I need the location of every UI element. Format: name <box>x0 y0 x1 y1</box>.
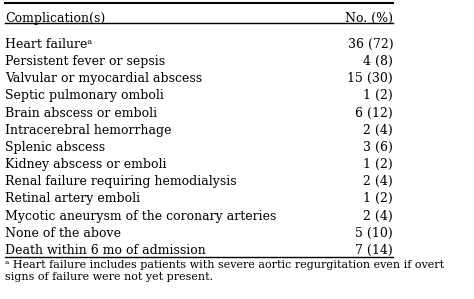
Text: 2 (4): 2 (4) <box>364 210 393 223</box>
Text: 1 (2): 1 (2) <box>364 193 393 205</box>
Text: No. (%): No. (%) <box>345 12 393 25</box>
Text: Brain abscess or emboli: Brain abscess or emboli <box>5 106 157 120</box>
Text: Valvular or myocardial abscess: Valvular or myocardial abscess <box>5 72 202 85</box>
Text: Heart failureᵃ: Heart failureᵃ <box>5 38 92 51</box>
Text: None of the above: None of the above <box>5 227 121 240</box>
Text: Death within 6 mo of admission: Death within 6 mo of admission <box>5 244 206 257</box>
Text: Kidney abscess or emboli: Kidney abscess or emboli <box>5 158 167 171</box>
Text: Splenic abscess: Splenic abscess <box>5 141 106 154</box>
Text: 4 (8): 4 (8) <box>364 55 393 68</box>
Text: 5 (10): 5 (10) <box>356 227 393 240</box>
Text: 6 (12): 6 (12) <box>356 106 393 120</box>
Text: 1 (2): 1 (2) <box>364 89 393 102</box>
Text: Intracerebral hemorrhage: Intracerebral hemorrhage <box>5 124 172 137</box>
Text: Septic pulmonary omboli: Septic pulmonary omboli <box>5 89 164 102</box>
Text: Mycotic aneurysm of the coronary arteries: Mycotic aneurysm of the coronary arterie… <box>5 210 277 223</box>
Text: 7 (14): 7 (14) <box>356 244 393 257</box>
Text: 36 (72): 36 (72) <box>347 38 393 51</box>
Text: 15 (30): 15 (30) <box>347 72 393 85</box>
Text: Renal failure requiring hemodialysis: Renal failure requiring hemodialysis <box>5 175 237 188</box>
Text: 2 (4): 2 (4) <box>364 175 393 188</box>
Text: 2 (4): 2 (4) <box>364 124 393 137</box>
Text: ᵃ Heart failure includes patients with severe aortic regurgitation even if overt: ᵃ Heart failure includes patients with s… <box>5 260 445 282</box>
Text: Retinal artery emboli: Retinal artery emboli <box>5 193 140 205</box>
Text: Complication(s): Complication(s) <box>5 12 106 25</box>
Text: 3 (6): 3 (6) <box>364 141 393 154</box>
Text: 1 (2): 1 (2) <box>364 158 393 171</box>
Text: Persistent fever or sepsis: Persistent fever or sepsis <box>5 55 165 68</box>
